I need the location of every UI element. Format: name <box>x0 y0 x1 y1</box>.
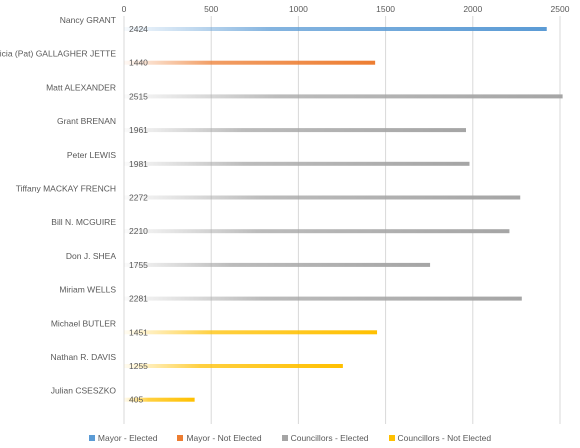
bar-peter-lewis[interactable] <box>124 161 470 166</box>
x-tick-label-500: 500 <box>204 4 218 14</box>
category-label-julian-cseszko: Julian CSESZKO <box>51 386 117 396</box>
legend-label: Mayor - Elected <box>97 433 158 443</box>
legend: Mayor - Elected Mayor - Not Elected Coun… <box>0 433 580 443</box>
legend-label: Councillors - Not Elected <box>397 433 492 443</box>
bar-matt-alexander[interactable] <box>124 94 563 99</box>
data-label-don-j-shea: 1755 <box>129 260 148 270</box>
x-tick-label-2500: 2500 <box>551 4 570 14</box>
x-tick-label-1000: 1000 <box>289 4 308 14</box>
category-label-nancy-grant: Nancy GRANT <box>60 15 116 25</box>
legend-item-councillors-elected[interactable]: Councillors - Elected <box>281 433 369 443</box>
bar-patricia-pat-gallagher-jette[interactable] <box>124 60 376 65</box>
legend-swatch-councillors-not-elected <box>388 435 395 441</box>
category-label-tiffany-mackay-french: Tiffany MACKAY FRENCH <box>16 184 116 194</box>
data-label-miriam-wells: 2281 <box>129 294 148 304</box>
bar-nancy-grant[interactable] <box>124 27 547 31</box>
bar-tiffany-mackay-french[interactable] <box>124 195 521 200</box>
bar-miriam-wells[interactable] <box>124 296 522 301</box>
legend-label: Mayor - Not Elected <box>186 433 262 443</box>
legend-swatch-councillors-elected <box>281 435 288 441</box>
data-label-peter-lewis: 1981 <box>129 159 148 169</box>
x-tick-label-2000: 2000 <box>463 4 482 14</box>
bar-nathan-r-davis[interactable] <box>124 364 343 368</box>
data-label-nancy-grant: 2424 <box>129 24 148 34</box>
bar-michael-butler[interactable] <box>124 330 378 335</box>
bars <box>124 27 563 402</box>
legend-swatch-mayor-not-elected <box>177 435 184 441</box>
bar-don-j-shea[interactable] <box>124 262 431 267</box>
data-label-matt-alexander: 2515 <box>129 91 148 101</box>
category-labels: Nancy GRANT Patricia (Pat) GALLAGHER JETT… <box>0 15 116 396</box>
category-label-patricia-pat-gallagher-jette: Patricia (Pat) GALLAGHER JETTE <box>0 49 116 59</box>
data-label-michael-butler: 1451 <box>129 327 148 337</box>
data-labels: 2424 1440 2515 1961 1981 2272 2210 1755 2281 1451… <box>129 24 148 405</box>
category-label-matt-alexander: Matt ALEXANDER <box>46 82 116 92</box>
category-label-peter-lewis: Peter LEWIS <box>67 150 116 160</box>
data-label-patricia-pat-gallagher-jette: 1440 <box>129 58 148 68</box>
x-tick-label-1500: 1500 <box>376 4 395 14</box>
category-label-don-j-shea: Don J. SHEA <box>66 251 116 261</box>
data-label-bill-n-mcguire: 2210 <box>129 226 148 236</box>
category-label-grant-brenan: Grant BRENAN <box>57 116 116 126</box>
legend-item-mayor-elected[interactable]: Mayor - Elected <box>88 433 158 443</box>
category-label-miriam-wells: Miriam WELLS <box>59 285 116 295</box>
bar-julian-cseszko[interactable] <box>124 397 195 402</box>
category-label-michael-butler: Michael BUTLER <box>51 318 116 328</box>
data-label-tiffany-mackay-french: 2272 <box>129 193 148 203</box>
legend-item-councillors-not-elected[interactable]: Councillors - Not Elected <box>388 433 492 443</box>
bar-grant-brenan[interactable] <box>124 128 466 133</box>
category-label-nathan-r-davis: Nathan R. DAVIS <box>50 352 116 362</box>
x-tick-label-0: 0 <box>122 4 127 14</box>
legend-item-mayor-not-elected[interactable]: Mayor - Not Elected <box>177 433 262 443</box>
legend-label: Councillors - Elected <box>290 433 369 443</box>
bar-chart-plot: 0 500 1000 1500 2000 2500 Nancy GRANT Patricia… <box>0 4 570 424</box>
category-label-bill-n-mcguire: Bill N. MCGUIRE <box>51 217 116 227</box>
data-label-julian-cseszko: 405 <box>129 395 143 405</box>
data-label-grant-brenan: 1961 <box>129 125 148 135</box>
x-axis-ticks: 0 500 1000 1500 2000 2500 <box>122 4 570 14</box>
bar-bill-n-mcguire[interactable] <box>124 229 510 234</box>
gridlines <box>123 16 561 424</box>
legend-swatch-mayor-elected <box>88 435 95 441</box>
data-label-nathan-r-davis: 1255 <box>129 361 148 371</box>
